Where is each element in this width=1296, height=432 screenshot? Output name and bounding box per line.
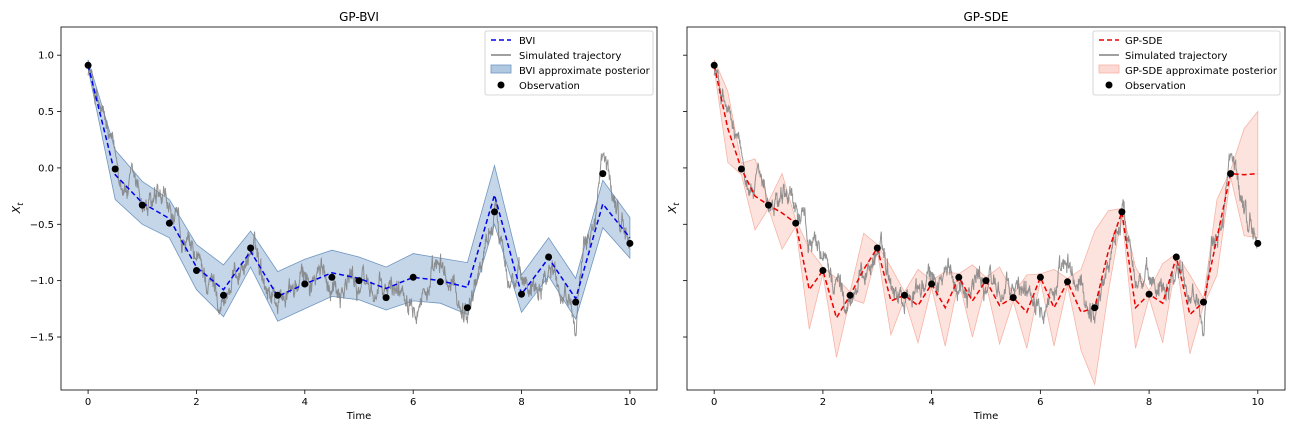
chart-title: GP-SDE [963,10,1008,24]
observation-point [138,201,146,209]
x-tick-label: 4 [928,397,934,408]
plot-area-frame [60,26,658,391]
legend-mean-label: BVI [519,36,535,47]
simulated-trajectory [713,67,1259,337]
observation-point [901,291,908,299]
x-tick-label: 6 [1037,397,1043,408]
y-tick-label: 1.0 [38,51,54,62]
observation-point [111,165,119,173]
observation-point [572,298,580,306]
simulated-trajectory [87,67,631,337]
observation-point [1009,294,1017,302]
legend: GP-SDE Simulated trajectory GP-SDE appro… [1092,30,1281,96]
observation-point [165,219,173,227]
observation-point [545,253,553,261]
posterior-band [713,59,1259,386]
observation-point [491,208,498,216]
x-tick-label: 8 [518,397,524,408]
observation-point [1064,278,1071,286]
y-tick-label: −1.0 [30,276,54,287]
legend-observation-swatch [497,81,505,89]
svg-text:Xt: Xt [666,202,681,215]
legend-band-label: BVI approximate posterior [519,66,651,77]
observation-point [737,165,745,173]
observation-point [1200,298,1207,306]
trajectory-layer [87,67,631,337]
x-tick-label: 2 [820,397,826,408]
posterior-band [87,59,631,322]
panel-gp-bvi: GP-BVI Time Xt 0 2 4 6 8 10 1.0 0.5 0.0 −0.5 −1.0 −… [10,10,658,422]
observation-point [247,244,255,252]
observation-point [819,267,827,274]
observation-layer [710,61,1262,312]
observation-point [982,277,990,285]
observation-point [355,277,363,285]
y-tick-label: 0.5 [38,107,54,118]
tick-layer: 0 2 4 6 8 10 1.0 0.5 0.0 −0.5 −1.0 −1.5 [30,51,637,408]
svg-text:Xt: Xt [10,202,25,215]
legend-trajectory-label: Simulated trajectory [1125,51,1227,62]
y-tick-label: −1.5 [30,333,54,344]
x-axis-label: Time [973,411,998,422]
observation-point [1036,273,1044,281]
legend-band-label: GP-SDE approximate posterior [1125,66,1278,77]
legend-observation-swatch [1105,81,1113,89]
legend: BVI Simulated trajectory BVI approximate… [484,30,654,96]
x-tick-label: 2 [193,397,199,408]
posterior-band-layer [87,59,631,322]
observation-point [1254,239,1262,247]
observation-point [846,291,854,299]
x-tick-label: 0 [85,397,91,408]
legend-observation-label: Observation [519,81,580,92]
x-tick-label: 10 [1251,397,1264,408]
observation-point [274,291,282,299]
observation-point [518,290,525,298]
x-tick-label: 4 [302,397,308,408]
observation-point [1227,170,1235,178]
observation-point [1091,304,1099,312]
observation-point [84,61,92,69]
posterior-band-layer [713,59,1259,386]
observation-point [792,219,800,227]
observation-point [626,239,634,247]
observation-point [1145,290,1153,298]
y-axis-label: Xt [666,202,681,215]
legend-band-swatch [1098,64,1120,74]
trajectory-layer [713,67,1259,337]
observation-point [873,244,881,252]
x-tick-label: 10 [624,397,637,408]
observation-point [928,280,936,288]
legend-band-swatch [490,64,512,74]
tick-layer: 0 2 4 6 8 10 [683,54,1264,408]
y-tick-label: 0.0 [38,163,54,174]
observation-point [599,170,607,178]
observation-point [765,201,772,209]
observation-point [328,273,336,281]
observation-point [301,280,309,288]
observation-point [1118,208,1126,216]
observation-point [955,273,963,281]
observation-layer [84,61,634,312]
legend-observation-label: Observation [1125,81,1186,92]
y-tick-label: −0.5 [30,220,54,231]
observation-point [382,294,390,302]
observation-point [436,278,444,286]
plot-area-frame [686,26,1286,391]
x-tick-label: 0 [711,397,717,408]
y-axis-label: Xt [10,202,25,215]
legend-trajectory-label: Simulated trajectory [519,51,621,62]
legend-mean-label: GP-SDE [1125,36,1163,47]
chart-title: GP-BVI [339,10,379,24]
observation-point [463,304,471,312]
x-tick-label: 6 [410,397,416,408]
observation-point [193,267,200,274]
observation-point [710,61,718,69]
observation-point [409,273,417,281]
observation-point [1172,253,1180,261]
observation-point [220,291,227,299]
panel-gp-sde: GP-SDE Time Xt 0 2 4 6 8 10 GP-SDE Simulated … [666,10,1286,422]
x-tick-label: 8 [1146,397,1152,408]
x-axis-label: Time [346,411,371,422]
